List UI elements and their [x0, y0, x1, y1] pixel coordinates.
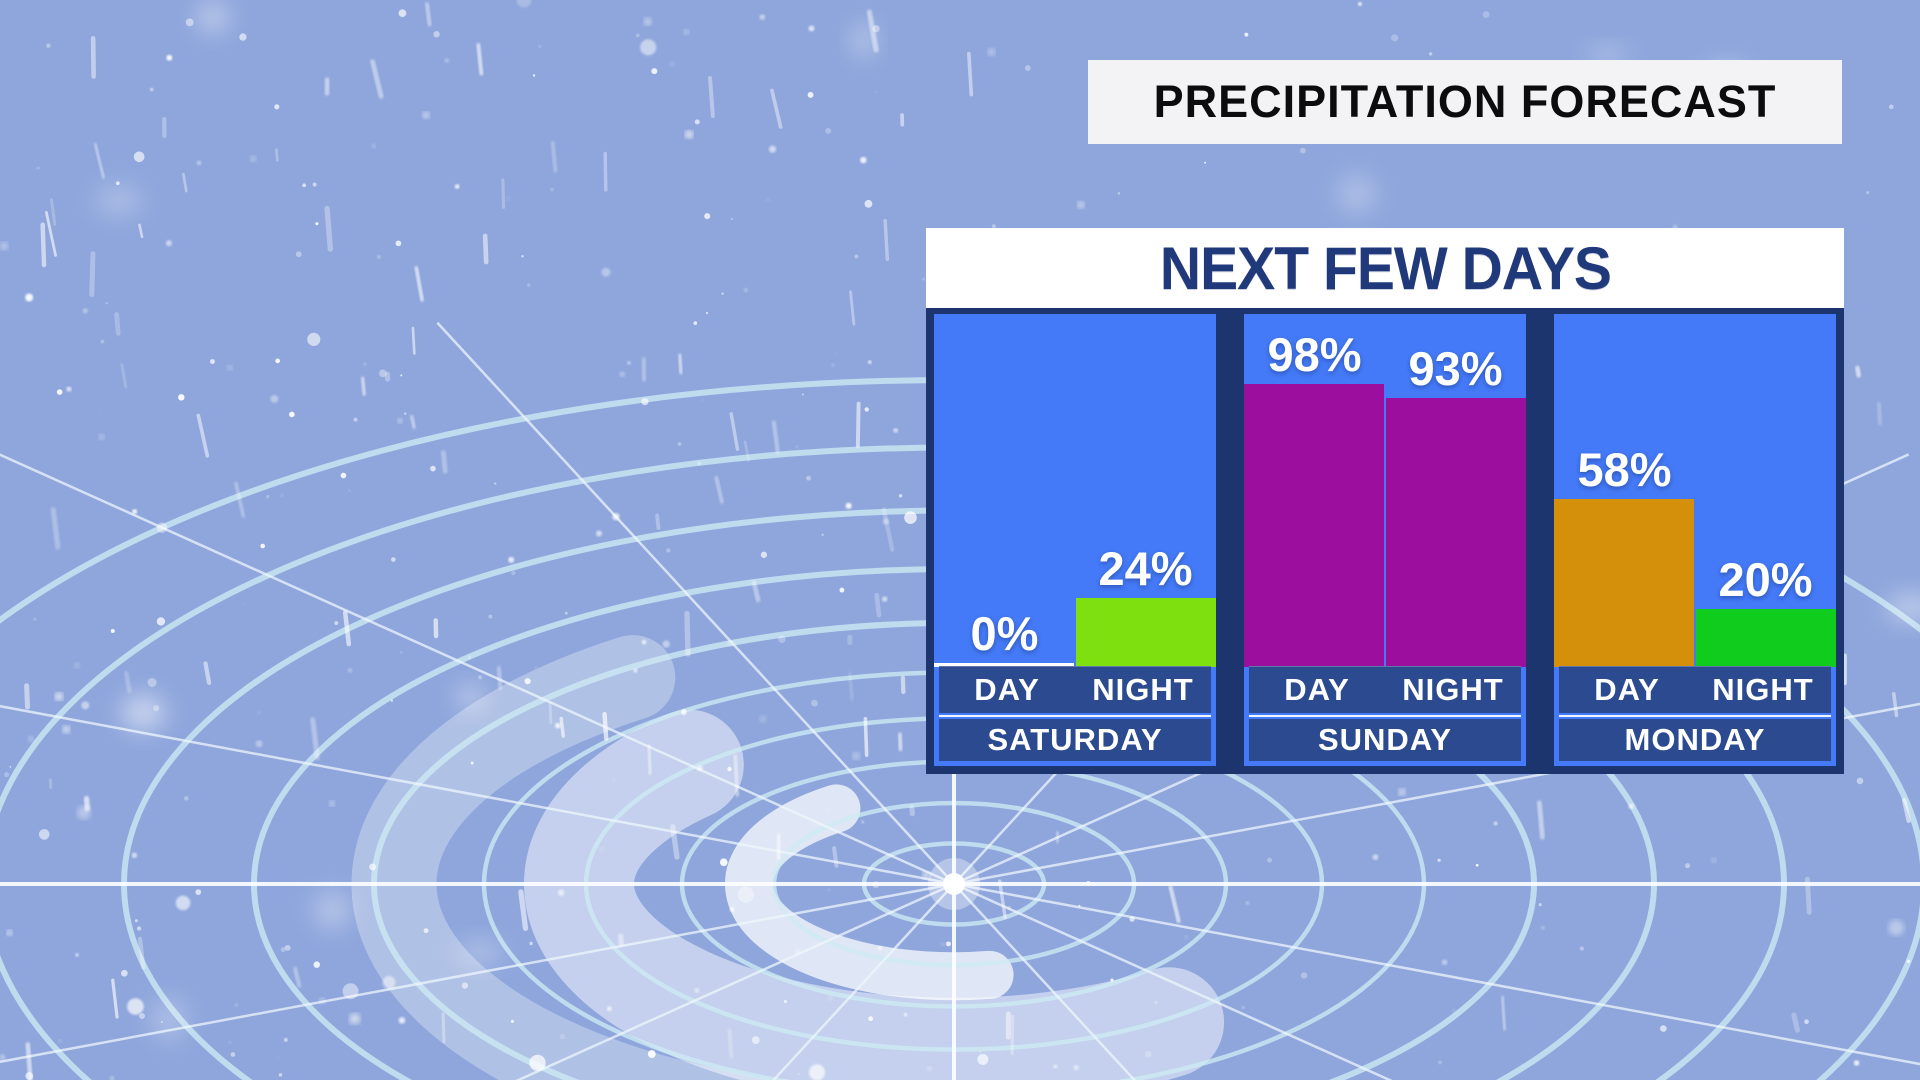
day-name-label: SUNDAY	[1249, 719, 1521, 761]
day-axis-label: DAY	[1594, 672, 1660, 707]
night-bar	[1386, 398, 1526, 667]
night-value-label: 24%	[1098, 542, 1193, 595]
day-panels: 0% 24% DAY NIGHT SATURDAY 98% 93% DAY NI…	[926, 308, 1844, 774]
day-panel: 58% 20% DAY NIGHT MONDAY	[1554, 314, 1836, 766]
daynight-strip: DAY NIGHT	[1559, 666, 1831, 713]
day-axis-label: DAY	[1284, 672, 1350, 707]
night-bar	[1696, 609, 1836, 667]
day-value-label: 58%	[1577, 443, 1672, 496]
forecast-chart: NEXT FEW DAYS 0% 24% DAY NIGHT SATURDAY …	[926, 228, 1844, 774]
precipitation-forecast-banner: PRECIPITATION FORECAST	[1088, 60, 1842, 144]
banner-title: PRECIPITATION FORECAST	[1153, 76, 1777, 127]
day-panel: 0% 24% DAY NIGHT SATURDAY	[934, 314, 1216, 766]
day-axis-label: DAY	[974, 672, 1040, 707]
panel-footer: DAY NIGHT MONDAY	[1559, 666, 1831, 761]
day-bar	[934, 663, 1074, 667]
day-value-label: 0%	[970, 607, 1039, 660]
night-value-label: 93%	[1408, 342, 1503, 395]
daynight-strip: DAY NIGHT	[1249, 666, 1521, 713]
chart-title: NEXT FEW DAYS	[1159, 234, 1611, 302]
day-bar	[1244, 384, 1384, 667]
night-value-label: 20%	[1718, 553, 1813, 606]
night-axis-label: NIGHT	[1712, 672, 1814, 707]
day-bar	[1554, 499, 1694, 667]
day-name-label: MONDAY	[1559, 719, 1831, 761]
strip-divider	[1559, 715, 1831, 717]
panel-footer: DAY NIGHT SUNDAY	[1249, 666, 1521, 761]
night-axis-label: NIGHT	[1092, 672, 1194, 707]
night-bar	[1076, 598, 1216, 667]
night-axis-label: NIGHT	[1402, 672, 1504, 707]
panel-footer: DAY NIGHT SATURDAY	[939, 666, 1211, 761]
chart-title-bar: NEXT FEW DAYS	[926, 228, 1844, 308]
day-name-label: SATURDAY	[939, 719, 1211, 761]
day-value-label: 98%	[1267, 328, 1362, 381]
daynight-strip: DAY NIGHT	[939, 666, 1211, 713]
day-panel: 98% 93% DAY NIGHT SUNDAY	[1244, 314, 1526, 766]
strip-divider	[1249, 715, 1521, 717]
strip-divider	[939, 715, 1211, 717]
